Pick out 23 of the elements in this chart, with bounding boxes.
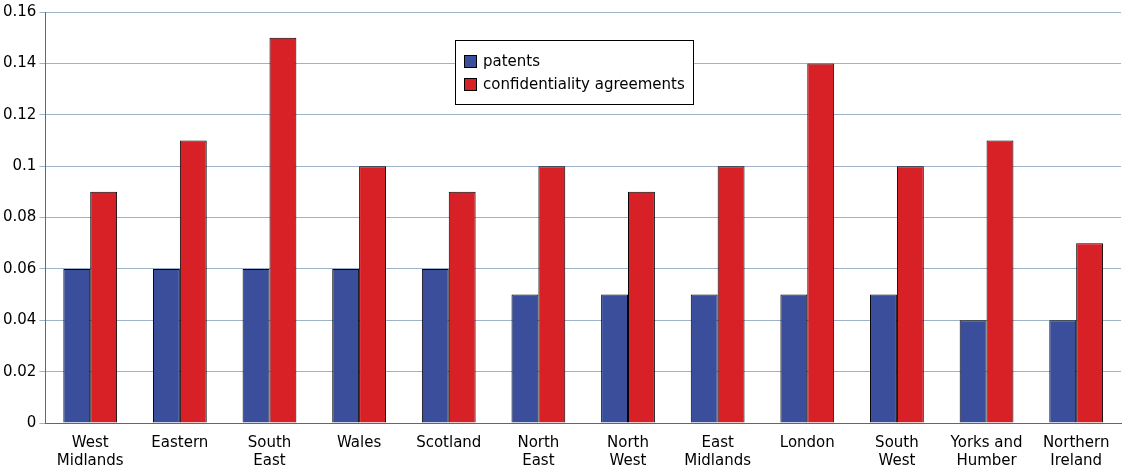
- x-tick-label: Eastern: [151, 432, 209, 451]
- y-tick-label: 0.16: [2, 1, 37, 20]
- x-tick-label: Yorks and Humber: [949, 432, 1023, 469]
- x-tick-label: North West: [607, 432, 649, 469]
- x-tick-label: Northern Ireland: [1042, 432, 1110, 469]
- x-tick-label: Scotland: [416, 432, 482, 451]
- x-tick-label: West Midlands: [56, 432, 124, 469]
- x-tick-label: London: [779, 432, 835, 451]
- legend-label: confidentiality agreements: [483, 75, 685, 93]
- y-tick-label: 0.08: [2, 207, 37, 226]
- y-tick-label: 0: [26, 412, 37, 431]
- y-tick-label: 0.04: [2, 310, 37, 329]
- x-tick-label: South West: [875, 432, 919, 469]
- y-tick-label: 0.06: [2, 258, 37, 277]
- y-tick-label: 0.1: [12, 156, 37, 175]
- legend-label: patents: [483, 52, 541, 70]
- y-tick-label: 0.12: [2, 104, 37, 123]
- y-tick-label: 0.02: [2, 361, 37, 380]
- x-tick-label: North East: [517, 432, 560, 469]
- y-tick-label: 0.14: [2, 53, 37, 72]
- x-tick-label: Wales: [336, 432, 382, 451]
- x-tick-label: East Midlands: [684, 432, 752, 469]
- x-tick-label: South East: [247, 432, 292, 469]
